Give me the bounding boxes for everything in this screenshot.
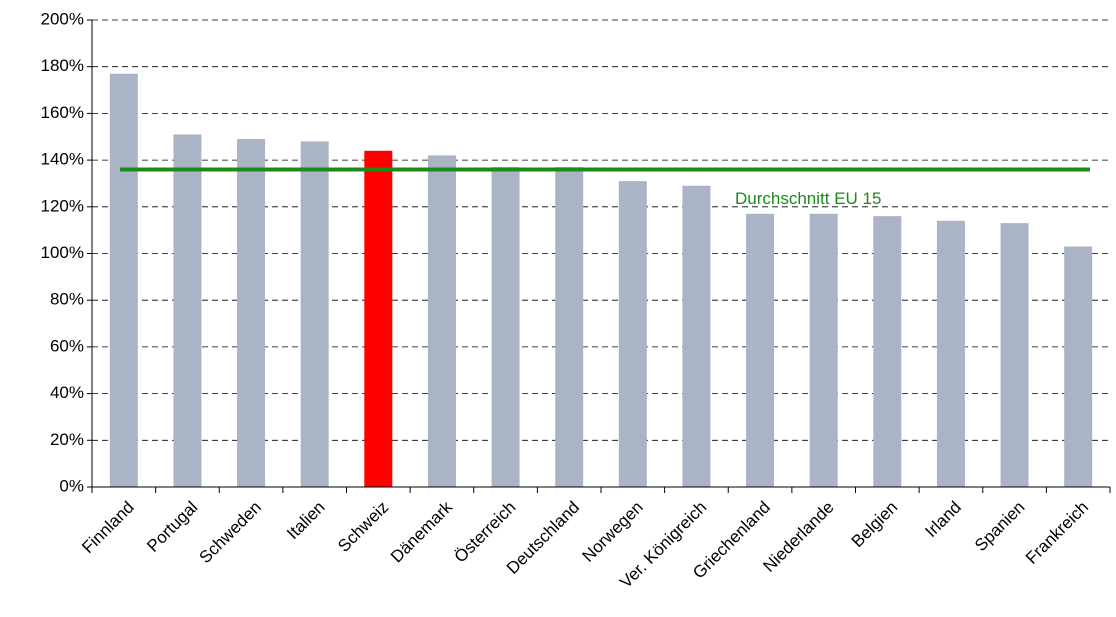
bar [173, 134, 202, 488]
y-tick-label: 200% [41, 9, 84, 28]
x-tick-label: Belgien [848, 498, 902, 552]
reference-label: Durchschnitt EU 15 [735, 189, 881, 208]
y-tick-label: 160% [41, 103, 84, 122]
bar [1000, 223, 1029, 487]
y-tick-label: 40% [50, 383, 84, 402]
x-tick-label: Dänemark [387, 497, 456, 566]
bar [809, 213, 838, 487]
bar [873, 216, 902, 487]
y-tick-label: 180% [41, 56, 84, 75]
bar [746, 213, 775, 487]
bar [618, 181, 647, 488]
bar [491, 167, 520, 488]
bar [936, 220, 965, 487]
x-tick-label: Irland [921, 498, 965, 542]
x-tick-label: Frankreich [1022, 498, 1092, 568]
y-tick-label: 80% [50, 290, 84, 309]
y-tick-label: 20% [50, 430, 84, 449]
y-tick-label: 120% [41, 196, 84, 215]
x-tick-label: Spanien [971, 498, 1029, 556]
y-tick-label: 0% [59, 476, 84, 495]
y-tick-label: 60% [50, 336, 84, 355]
bar [1064, 246, 1093, 487]
bar [427, 155, 456, 487]
x-tick-label: Finnland [78, 498, 138, 558]
bar [682, 185, 711, 487]
x-tick-label: Österreich [451, 498, 520, 567]
bar [237, 139, 266, 487]
x-tick-label: Schweiz [334, 498, 392, 556]
bar [300, 141, 329, 488]
bar [364, 150, 393, 487]
x-tick-label: Portugal [143, 498, 201, 556]
bar [555, 167, 584, 488]
x-tick-label: Norwegen [579, 498, 647, 566]
y-tick-label: 140% [41, 150, 84, 169]
x-tick-label: Italien [283, 498, 329, 544]
x-tick-label: Schweden [195, 498, 265, 568]
bar [109, 73, 138, 487]
y-tick-label: 100% [41, 243, 84, 262]
